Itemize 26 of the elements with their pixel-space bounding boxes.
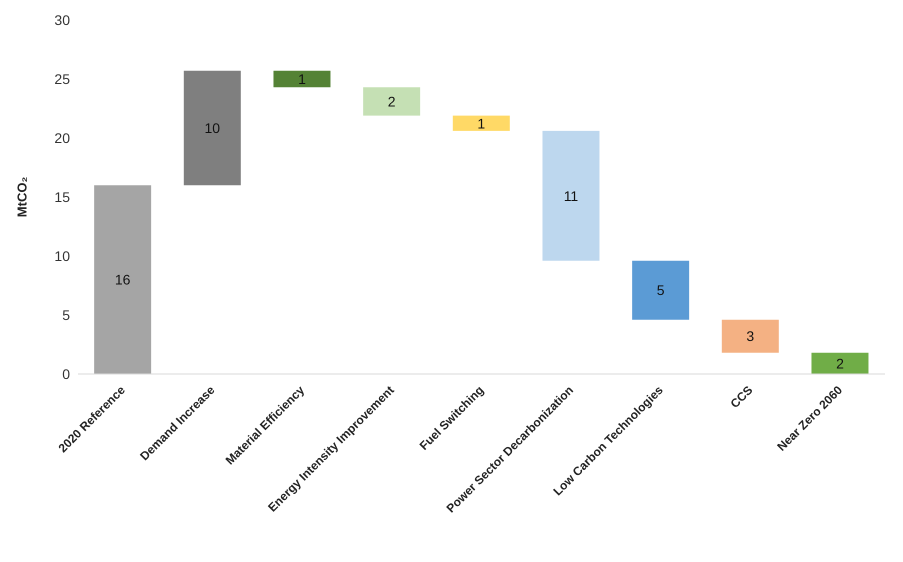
bar <box>184 70 241 186</box>
data-label: 10 <box>204 120 220 136</box>
bar <box>542 130 600 261</box>
y-tick-label: 5 <box>62 306 70 323</box>
data-label: 16 <box>114 272 131 288</box>
bar <box>722 320 779 353</box>
data-label: 1 <box>477 115 486 132</box>
bar <box>452 116 510 131</box>
y-tick-label: 10 <box>54 248 70 264</box>
data-label: 5 <box>656 282 665 298</box>
y-tick-label: 20 <box>54 130 70 146</box>
y-tick-label: 0 <box>62 366 70 382</box>
y-tick-label: 30 <box>54 12 70 28</box>
y-tick-label: 25 <box>54 70 70 87</box>
data-label: 2 <box>836 355 844 372</box>
data-label: 11 <box>564 188 578 204</box>
bar <box>273 70 330 88</box>
data-label: 1 <box>298 71 306 87</box>
y-axis-title: MtCO₂ <box>14 176 30 218</box>
bar <box>363 87 420 116</box>
bar <box>632 260 690 320</box>
bar <box>94 185 152 374</box>
y-tick-label: 15 <box>54 188 70 205</box>
data-label: 2 <box>388 93 396 110</box>
bar <box>811 352 868 374</box>
data-label: 3 <box>746 328 754 344</box>
